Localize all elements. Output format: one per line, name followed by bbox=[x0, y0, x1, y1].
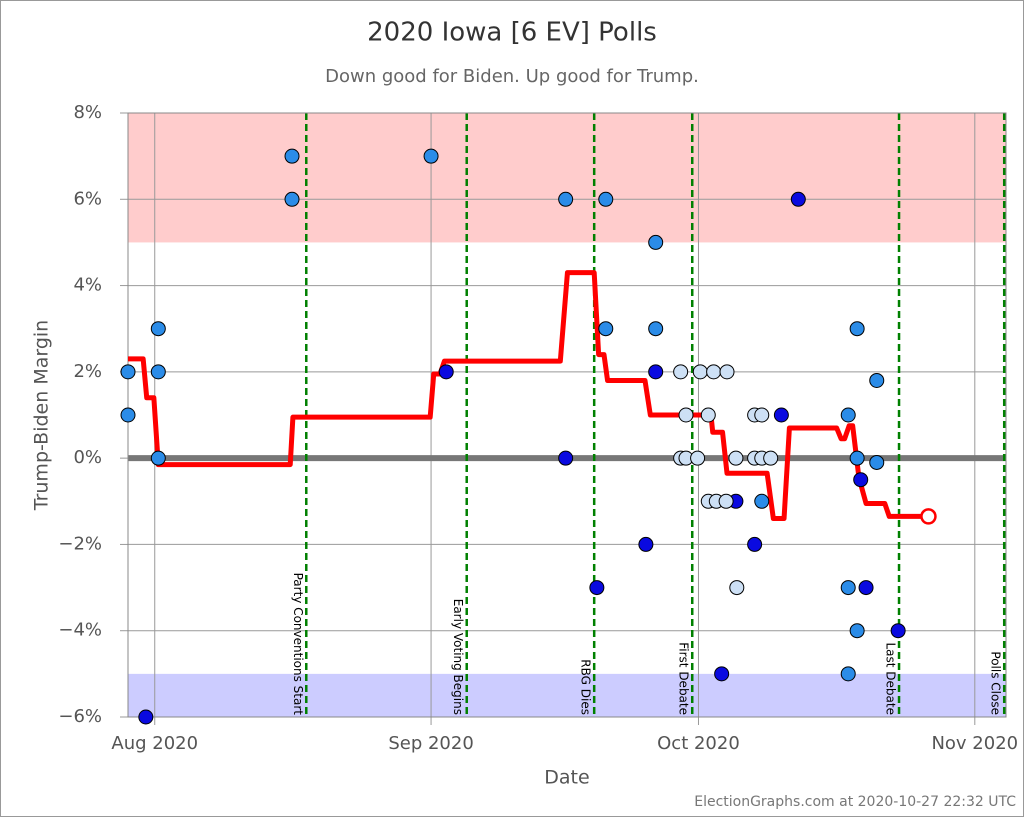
poll-point bbox=[648, 321, 664, 337]
event-label: Last Debate bbox=[884, 643, 898, 716]
poll-point bbox=[692, 364, 708, 380]
event-label: Polls Close bbox=[989, 651, 1003, 715]
poll-point bbox=[763, 450, 779, 466]
event-label: RBG Dies bbox=[579, 659, 593, 715]
band bbox=[128, 673, 1006, 717]
poll-point bbox=[150, 450, 166, 466]
poll-point bbox=[728, 450, 744, 466]
poll-point bbox=[706, 364, 722, 380]
x-tick-label: Oct 2020 bbox=[657, 733, 740, 754]
poll-point bbox=[638, 536, 654, 552]
x-axis-title: Date bbox=[544, 767, 589, 789]
poll-point bbox=[598, 321, 614, 337]
poll-point bbox=[284, 191, 300, 207]
poll-point bbox=[138, 709, 154, 725]
poll-point bbox=[853, 472, 869, 488]
poll-point bbox=[849, 321, 865, 337]
poll-point bbox=[678, 407, 694, 423]
poll-point bbox=[648, 364, 664, 380]
poll-point bbox=[438, 364, 454, 380]
y-tick-label: 2% bbox=[73, 361, 102, 382]
poll-point bbox=[423, 148, 439, 164]
poll-point bbox=[729, 580, 745, 596]
poll-point bbox=[840, 580, 856, 596]
y-tick-label: 6% bbox=[73, 188, 102, 209]
poll-point bbox=[690, 450, 706, 466]
event-label: Party Conventions Start bbox=[291, 573, 305, 716]
poll-point bbox=[719, 364, 735, 380]
y-tick-label: 0% bbox=[73, 447, 102, 468]
poll-point bbox=[558, 191, 574, 207]
poll-point bbox=[120, 364, 136, 380]
poll-point bbox=[869, 372, 885, 388]
poll-point bbox=[840, 666, 856, 682]
poll-point bbox=[598, 191, 614, 207]
poll-point bbox=[890, 623, 906, 639]
x-tick-label: Sep 2020 bbox=[388, 733, 473, 754]
poll-point bbox=[284, 148, 300, 164]
poll-point bbox=[589, 580, 605, 596]
poll-point bbox=[754, 407, 770, 423]
band bbox=[128, 113, 1006, 243]
y-tick-label: −6% bbox=[58, 706, 102, 727]
average-end bbox=[920, 508, 937, 525]
event-label: Early Voting Begins bbox=[451, 599, 465, 715]
poll-point bbox=[840, 407, 856, 423]
poll-point bbox=[754, 493, 770, 509]
poll-point bbox=[869, 454, 885, 470]
x-tick-label: Aug 2020 bbox=[111, 733, 198, 754]
event-label: First Debate bbox=[677, 642, 691, 715]
poll-point bbox=[120, 407, 136, 423]
poll-point bbox=[714, 666, 730, 682]
y-tick-label: 4% bbox=[73, 275, 102, 296]
y-tick-label: −2% bbox=[58, 533, 102, 554]
chart-subtitle: Down good for Biden. Up good for Trump. bbox=[325, 66, 699, 87]
poll-point bbox=[700, 407, 716, 423]
y-axis-title: Trump-Biden Margin bbox=[31, 320, 53, 511]
poll-point bbox=[150, 321, 166, 337]
credit: ElectionGraphs.com at 2020-10-27 22:32 U… bbox=[694, 794, 1016, 810]
poll-point bbox=[150, 364, 166, 380]
poll-point bbox=[747, 536, 763, 552]
y-tick-label: 8% bbox=[73, 102, 102, 123]
poll-point bbox=[849, 623, 865, 639]
poll-point bbox=[790, 191, 806, 207]
poll-point bbox=[648, 234, 664, 250]
x-tick-label: Nov 2020 bbox=[931, 733, 1018, 754]
chart-title: 2020 Iowa [6 EV] Polls bbox=[367, 18, 657, 48]
poll-point bbox=[773, 407, 789, 423]
y-tick-label: −4% bbox=[58, 620, 102, 641]
poll-point bbox=[849, 450, 865, 466]
poll-point bbox=[673, 364, 689, 380]
poll-point bbox=[558, 450, 574, 466]
average-line bbox=[128, 270, 929, 522]
poll-point bbox=[718, 493, 734, 509]
poll-point bbox=[858, 580, 874, 596]
